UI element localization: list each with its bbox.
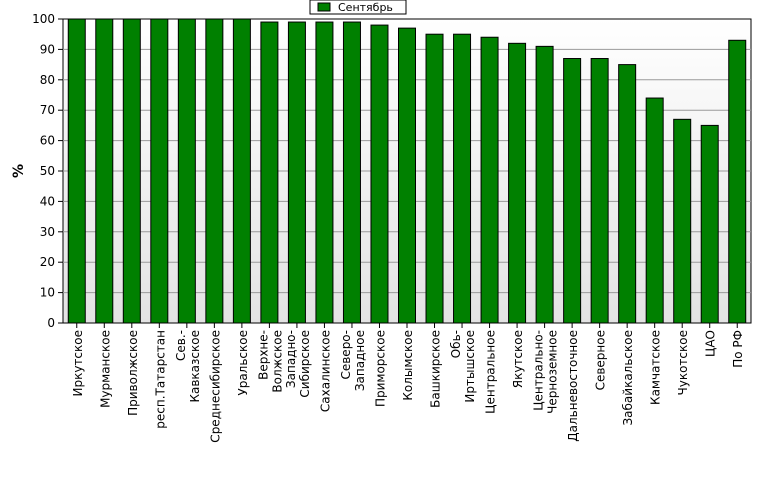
x-tick-label: Башкирское [429,330,443,408]
x-tick-label: Иркутское [71,330,85,397]
x-tick-label: респ.Татарстан [153,330,167,429]
bar [342,21,361,324]
y-tick-label: 50 [40,164,55,178]
x-tick-label: Приволжское [126,330,140,416]
y-tick-label: 100 [32,12,55,26]
bar [645,97,664,324]
x-tick-label: Северо- [339,330,353,380]
bar [700,124,719,324]
x-tick-label: Камчатское [649,330,663,405]
x-tick-label: Верхне- [256,330,270,380]
x-tick-label: Сибирское [298,330,312,398]
y-tick-label: 60 [40,134,55,148]
bar [425,33,444,324]
y-axis-title: % [11,164,27,178]
bar [370,24,389,324]
x-tick-label: Среднесибирское [208,330,222,443]
x-tick-label: Западное [353,330,367,391]
y-tick-label: 70 [40,103,55,117]
x-tick-label: Дальневосточное [566,330,580,442]
bar [122,18,141,324]
bar [205,18,224,324]
x-tick-label: Центрально- [532,330,546,411]
y-tick-label: 40 [40,194,55,208]
bar [398,27,416,324]
bar [535,45,554,324]
x-tick-label: Забайкальское [621,330,635,426]
bar [95,18,114,324]
bar [260,21,279,324]
x-tick-label: Уральское [236,330,250,396]
x-tick-label: Сахалинское [318,330,332,412]
bar [150,18,169,324]
bar [563,58,582,324]
bar [728,39,747,324]
x-tick-label: Чукотское [676,330,690,395]
x-tick-label: ЦАО [704,330,718,357]
bar [67,18,86,324]
bar [287,21,306,324]
y-tick-label: 0 [47,316,55,330]
bar [177,18,196,324]
x-tick-label: По РФ [731,330,745,368]
x-tick-label: Кавказское [188,330,202,403]
x-tick-label: Обь- [449,330,463,358]
bar [232,18,251,324]
bar [480,36,499,324]
y-tick-label: 20 [40,255,55,269]
x-tick-label: Сев.- [174,330,188,361]
x-tick-label: Приморское [373,330,387,407]
x-tick-label: Иртышское [463,330,477,403]
x-axis: Иркутское Мурманское Приволжское респ.Татар… [71,323,745,443]
x-tick-label: Волжское [270,330,284,393]
y-axis: 0 10 20 30 40 50 60 70 80 90 100 [32,12,63,330]
x-tick-label: Черноземное [546,330,560,414]
legend-swatch [317,2,331,12]
bar [315,21,334,324]
y-tick-label: 80 [40,73,55,87]
x-tick-label: Колымское [401,330,415,401]
x-tick-label: Мурманское [98,330,112,408]
bars-group [67,18,747,324]
bar [673,118,692,324]
x-tick-label: Центральное [484,330,498,414]
bar [453,33,472,324]
x-tick-label: Северное [594,330,608,390]
x-tick-label: Якутское [511,330,525,388]
x-tick-label: Западно- [284,330,298,388]
legend: Сентябрь [309,0,407,15]
bar [508,42,527,324]
y-tick-label: 10 [40,286,55,300]
bar [618,64,637,324]
bar [590,58,609,324]
legend-label: Сентябрь [338,1,393,14]
legend-box [309,0,407,15]
y-tick-label: 90 [40,42,55,56]
y-tick-label: 30 [40,225,55,239]
